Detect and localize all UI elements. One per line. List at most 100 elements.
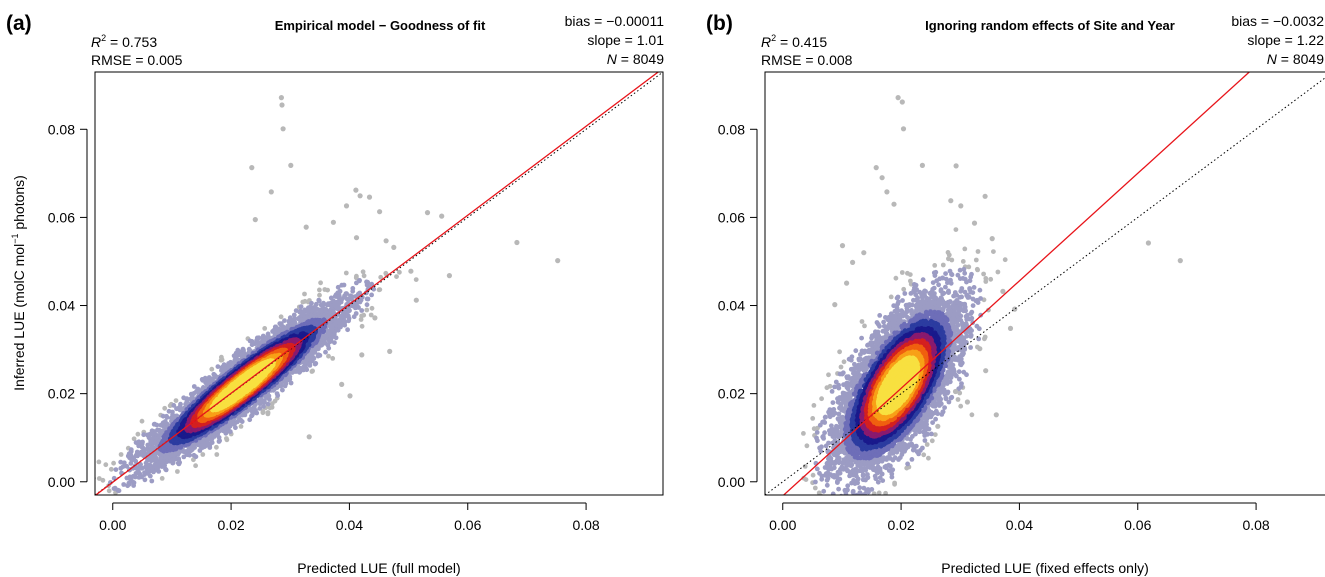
panel-a-point: [124, 463, 130, 469]
panel-a-point: [358, 317, 364, 322]
panel-a-point: [76, 480, 81, 485]
panel-a-point: [247, 417, 253, 423]
panel-a-point: [330, 356, 336, 361]
panel-a-point: [147, 462, 153, 468]
panel-a-point: [383, 270, 389, 276]
panel-a-r2: R2 = 0.753: [91, 33, 157, 50]
panel-a-point: [141, 432, 147, 438]
panel-a-point: [335, 306, 340, 312]
panel-a-point: [171, 403, 177, 408]
panel-a-point: [106, 488, 112, 494]
panel-a-point: [394, 274, 399, 279]
panel-a-point: [164, 415, 170, 420]
panel-a-point: [111, 460, 116, 466]
panel-a-point: [121, 482, 127, 487]
panel-a-point: [413, 277, 419, 282]
panel-a-point: [136, 443, 142, 449]
panel-a-point: [159, 476, 165, 481]
panel-a-n-value: = 8049: [617, 51, 664, 67]
panel-a-point: [295, 316, 301, 322]
panel-a-point: [353, 294, 359, 299]
panel-a-point: [353, 311, 359, 316]
panel-a-point: [353, 275, 359, 281]
panel-a-point: [278, 314, 284, 320]
panel-a-point: [298, 304, 304, 310]
panel-a-point: [118, 452, 124, 457]
panel-a-point: [215, 364, 221, 369]
panel-a-point: [139, 441, 145, 447]
panel-a-point: [181, 454, 187, 460]
panel-a-point: [343, 270, 349, 276]
panel-a-point: [96, 459, 102, 465]
panel-a-point: [283, 381, 289, 387]
panel-a-point: [154, 422, 160, 428]
panel-a-point: [326, 353, 331, 359]
panel-a-point: [378, 274, 384, 280]
panel-label-a: (a): [6, 12, 32, 35]
panel-a-point: [364, 307, 370, 313]
panel-a-r2-sup: 2: [101, 33, 106, 43]
panel-a-point: [103, 462, 109, 468]
panel-a-point: [359, 323, 365, 329]
panel-a-points: [76, 95, 561, 515]
panel-a-point: [369, 281, 375, 287]
panel-a-point: [99, 495, 104, 500]
panel-a-point: [191, 384, 197, 389]
panel-a-r2-value: = 0.753: [106, 34, 157, 50]
panel-a-slope: slope = 1.01: [587, 32, 664, 48]
panel-a-point: [265, 401, 271, 407]
panel-a: (a) Empirical model − Goodness of fit R2…: [6, 12, 664, 576]
panel-a-point: [335, 284, 341, 290]
panel-a-point: [135, 431, 141, 437]
panel-a-point: [359, 308, 365, 313]
panel-a-point: [167, 403, 173, 409]
panel-a-point: [371, 286, 377, 292]
panel-a-point: [317, 287, 322, 293]
panel-a-point: [364, 302, 370, 308]
panel-a-point: [361, 273, 367, 279]
panel-a-point: [288, 380, 294, 386]
panel-a-point: [368, 312, 374, 318]
panel-a-point: [170, 460, 176, 466]
panel-a-n: N = 8049: [607, 51, 664, 67]
panel-a-point: [261, 404, 266, 409]
panel-a-r2-label: R: [91, 34, 101, 50]
panel-a-point: [364, 296, 370, 302]
panel-a-point: [313, 361, 319, 366]
panel-a-point: [341, 282, 347, 288]
panel-a-point: [113, 467, 119, 472]
panel-a-point: [282, 318, 287, 323]
panel-a-point: [131, 436, 137, 442]
panel-a-point: [149, 478, 155, 484]
panel-a-point: [108, 466, 114, 472]
panel-a-point: [257, 406, 263, 411]
panel-a-point: [138, 462, 144, 467]
panel-a-point: [280, 387, 285, 393]
panel-a-point: [323, 349, 328, 355]
panel-a-point: [316, 298, 322, 304]
panel-a-point: [369, 292, 374, 298]
panel-a-point: [234, 353, 240, 359]
panel-a-point: [104, 510, 109, 515]
panel-a-point: [193, 463, 199, 469]
panel-a-point: [118, 459, 124, 465]
panel-a-point: [191, 452, 197, 458]
panel-a-point: [274, 391, 280, 396]
panel-a-point: [120, 464, 126, 469]
panel-a-point: [318, 280, 323, 286]
panel-a-point: [262, 326, 268, 331]
panel-a-point: [209, 366, 215, 372]
panel-a-point: [219, 357, 225, 363]
panel-a-point: [260, 409, 266, 414]
panel-a-point: [175, 469, 180, 474]
panel-a-point: [291, 312, 297, 318]
panel-a-point: [96, 476, 102, 481]
panel-a-point: [190, 442, 196, 448]
panel-a-point: [214, 452, 220, 457]
panel-a-point: [138, 498, 143, 503]
panel-a-point: [142, 470, 147, 475]
panel-a-point: [360, 269, 366, 275]
panel-a-point: [316, 352, 321, 358]
panel-a-point: [100, 477, 106, 483]
panel-a-point: [130, 474, 136, 479]
